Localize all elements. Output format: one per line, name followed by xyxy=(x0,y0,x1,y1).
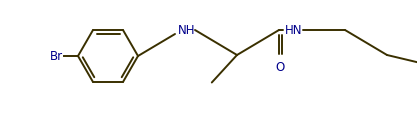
Text: NH: NH xyxy=(178,24,196,37)
Text: HN: HN xyxy=(285,24,302,37)
Text: O: O xyxy=(276,60,285,73)
Text: Br: Br xyxy=(50,50,63,63)
